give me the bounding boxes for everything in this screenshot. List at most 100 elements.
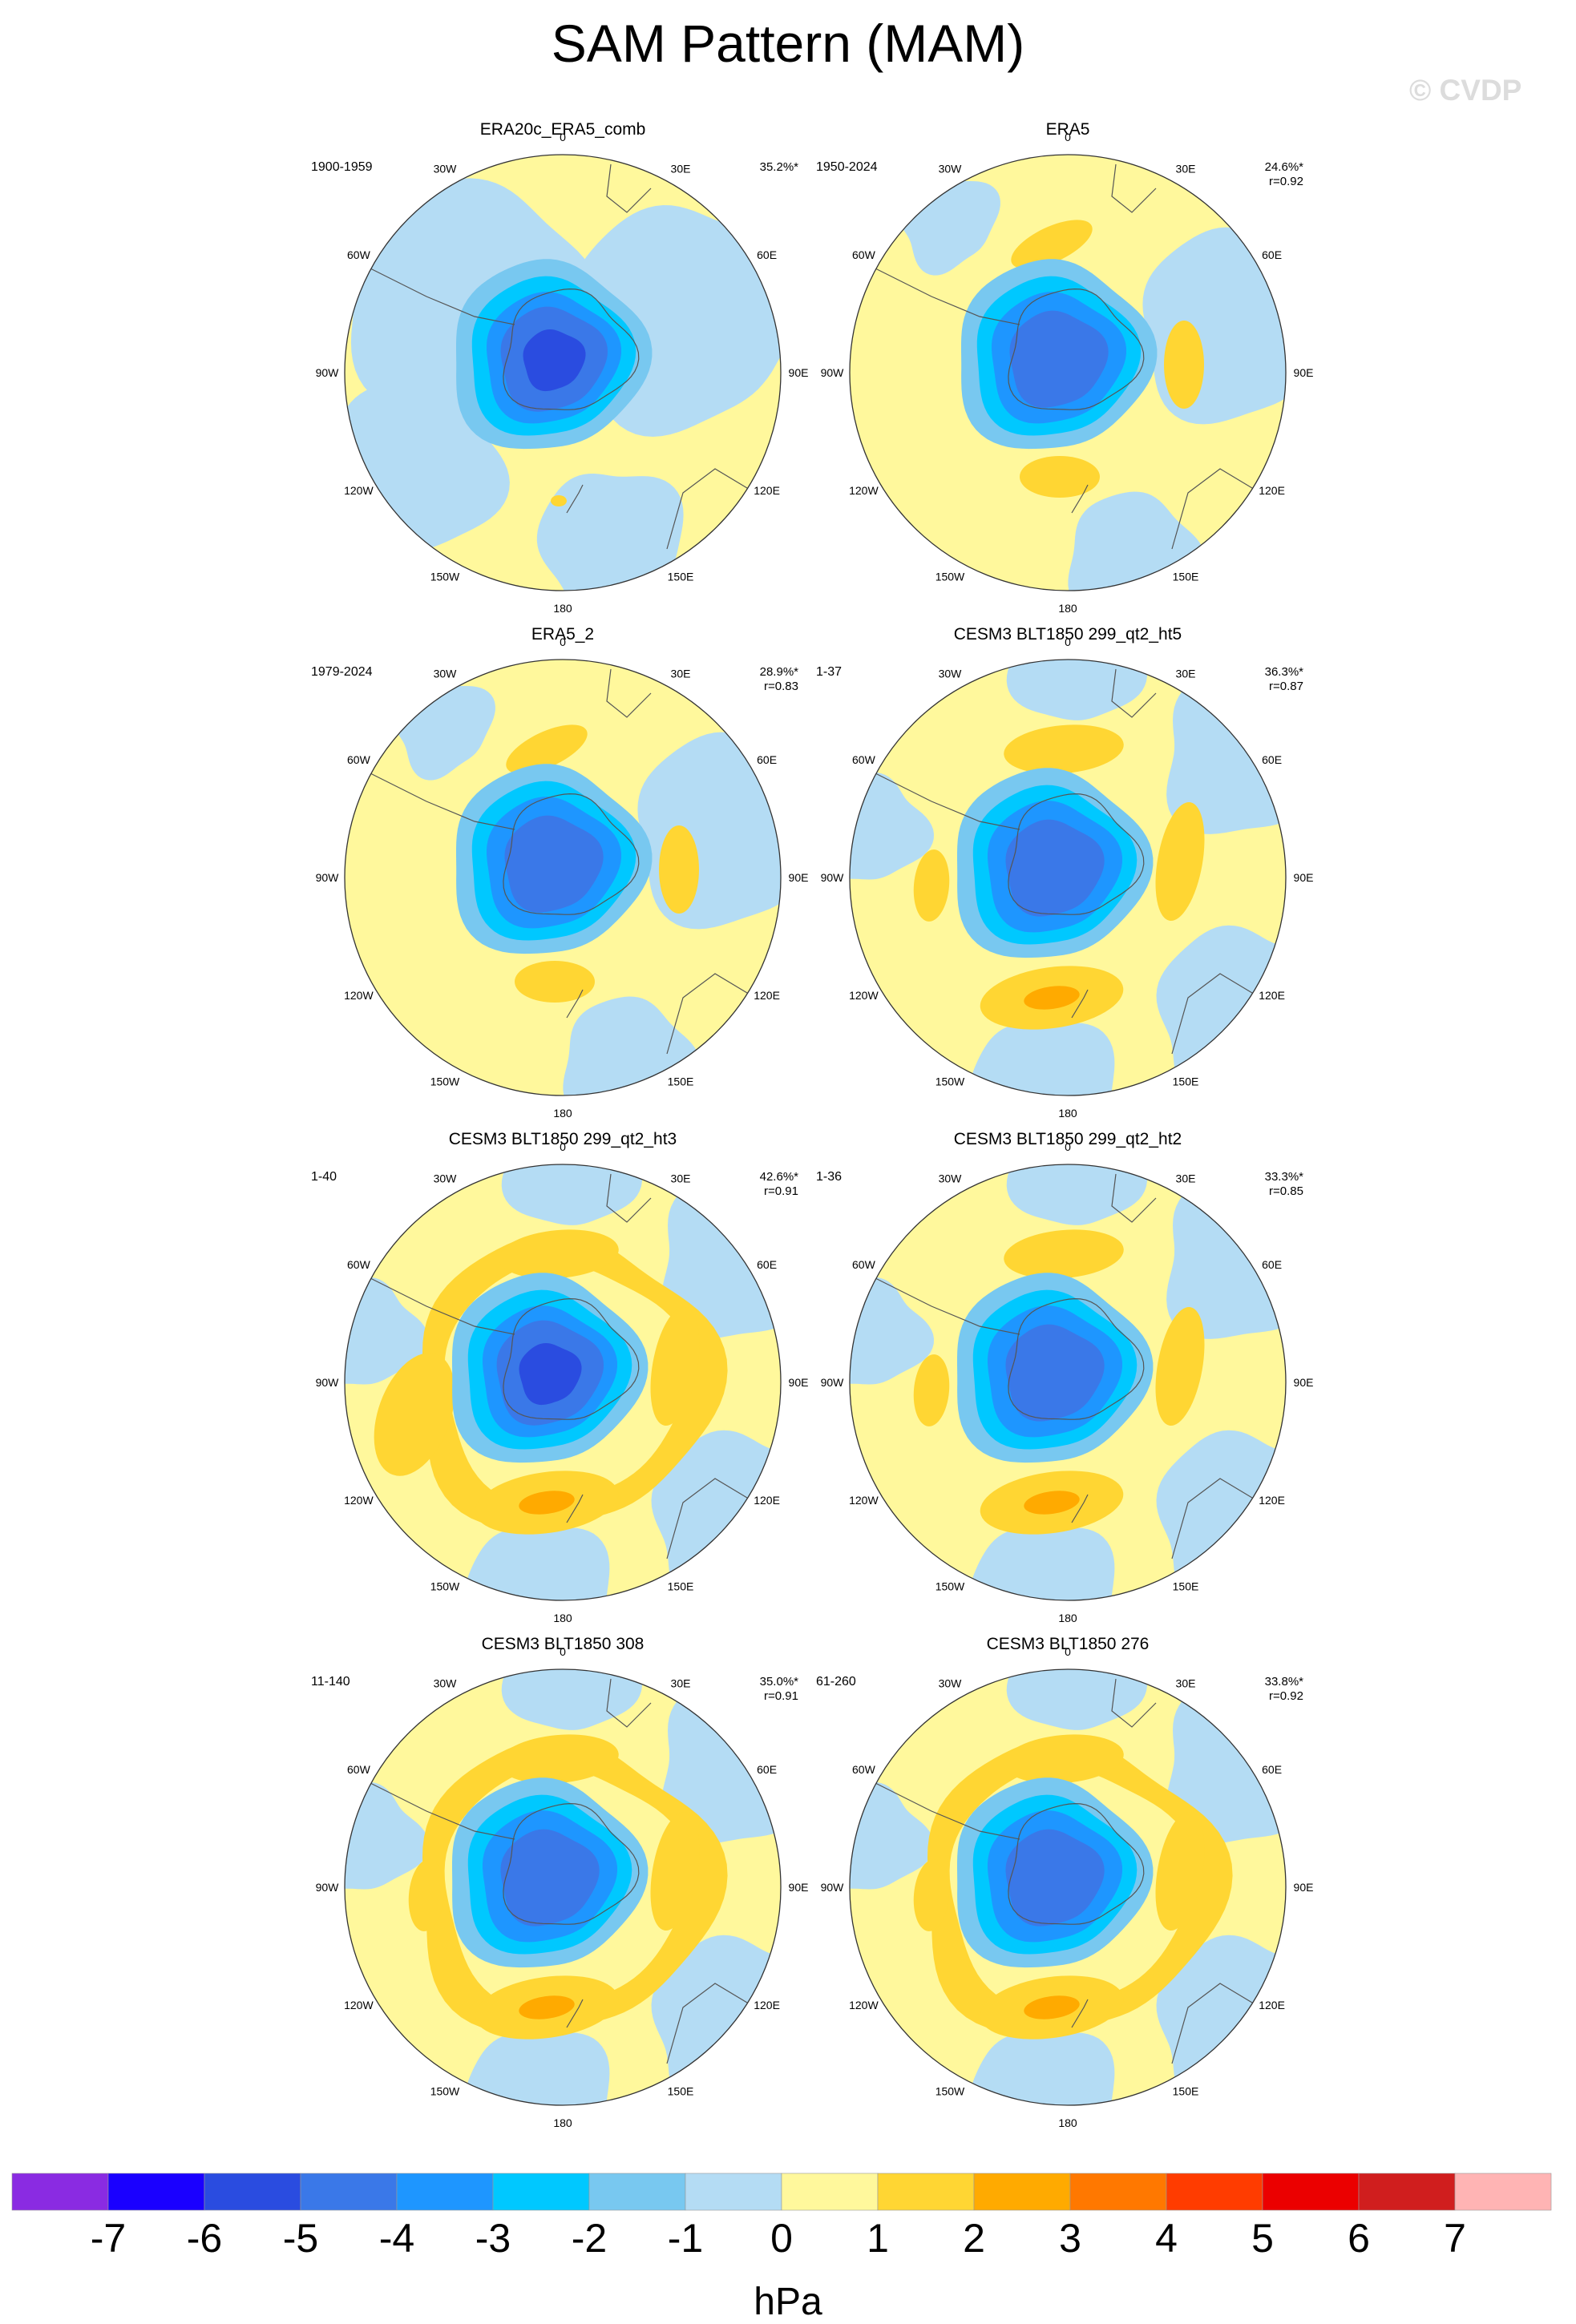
colorbar-swatch — [204, 2173, 301, 2211]
longitude-label: 90E — [1294, 366, 1314, 379]
positive-anomaly-region — [515, 961, 595, 1003]
panel-variance-explained: 33.3%* — [1264, 1170, 1303, 1184]
longitude-label: 30W — [939, 1172, 963, 1184]
longitude-label: 60E — [1262, 1258, 1282, 1271]
longitude-label: 120E — [754, 1999, 780, 2011]
map-border — [849, 659, 1287, 1096]
longitude-label: 30E — [671, 162, 691, 175]
longitude-label: 120E — [1259, 1999, 1285, 2011]
australia-coastline — [666, 973, 756, 1055]
polar-map: 0 30E 60E 90E 120E 150E 180 150W 120W 90W 60W 30W — [316, 635, 809, 1120]
longitude-label: 30W — [434, 667, 458, 680]
positive-anomaly-region — [1004, 724, 1124, 774]
panel-pattern-correlation: r=0.85 — [1269, 1184, 1303, 1198]
longitude-label: 60E — [757, 1258, 777, 1271]
positive-anomaly-region — [551, 495, 567, 506]
polar-negative-anomaly — [519, 1343, 582, 1406]
antarctica-coastline — [1008, 1297, 1145, 1420]
panel-title: CESM3 BLT1850 276 — [986, 1635, 1150, 1653]
colorbar-tick-label: 1 — [867, 2216, 889, 2261]
colorbar-tick-label: -2 — [572, 2216, 607, 2261]
africa-coastline — [606, 1678, 652, 1728]
new-zealand-coastline — [1071, 1494, 1089, 1523]
map-border — [344, 659, 782, 1096]
positive-anomaly-region — [408, 1859, 445, 1931]
longitude-label: 180 — [1058, 2116, 1077, 2129]
negative-anomaly-region — [501, 1669, 642, 1730]
longitude-label: 150W — [935, 571, 965, 583]
longitude-label: 90W — [821, 366, 845, 379]
map-border — [849, 1668, 1287, 2106]
antarctica-coastline — [1008, 288, 1145, 410]
polar-map: 0 30E 60E 90E 120E 150E 180 150W 120W 90W 60W 30W — [316, 1140, 809, 1624]
panel-title: ERA5 — [1045, 120, 1090, 139]
colorbar-tick-label: -6 — [187, 2216, 222, 2261]
panel-period: 1979-2024 — [311, 665, 373, 679]
colorbar-tick-label: -5 — [283, 2216, 318, 2261]
longitude-label: 90E — [789, 1881, 809, 1894]
south-america-coastline — [370, 1277, 515, 1335]
antarctica-coastline — [503, 288, 640, 410]
australia-coastline — [1171, 1478, 1261, 1559]
colorbar-swatch — [107, 2173, 205, 2211]
positive-anomaly-region — [1004, 1229, 1124, 1279]
longitude-label: 90W — [821, 1881, 845, 1894]
longitude-label: 60W — [347, 753, 371, 766]
longitude-label: 120W — [849, 989, 879, 1002]
colorbar-swatch — [877, 2173, 975, 2211]
longitude-label: 120E — [754, 1494, 780, 1507]
longitude-label: 180 — [1058, 1107, 1077, 1120]
longitude-label: 150E — [1173, 571, 1199, 583]
positive-anomaly-region — [659, 825, 699, 914]
australia-coastline — [666, 1983, 756, 2064]
colorbar-swatch — [588, 2173, 686, 2211]
panel-title: CESM3 BLT1850 299_qt2_ht2 — [953, 1130, 1182, 1148]
panel-title: CESM3 BLT1850 299_qt2_ht3 — [448, 1130, 677, 1148]
positive-anomaly-core — [1024, 1491, 1080, 1515]
longitude-label: 30E — [1176, 1172, 1196, 1184]
longitude-label: 150W — [430, 1580, 460, 1593]
longitude-label: 0 — [1065, 131, 1071, 143]
panel-pattern-correlation: r=0.87 — [1269, 680, 1303, 693]
colorbar-tick-label: 0 — [770, 2216, 793, 2261]
colorbar-swatch — [396, 2173, 494, 2211]
longitude-label: 60W — [347, 1258, 371, 1271]
longitude-label: 30W — [939, 162, 963, 175]
negative-anomaly-region — [1006, 660, 1147, 720]
positive-anomaly-region — [1155, 801, 1205, 922]
polar-map: 0 30E 60E 90E 120E 150E 180 150W 120W 90W 60W 30W — [316, 1645, 809, 2129]
australia-coastline — [1171, 973, 1261, 1055]
positive-anomaly-core — [519, 1995, 575, 2019]
positive-anomaly-region — [913, 1859, 950, 1931]
colorbar-swatch — [685, 2173, 782, 2211]
longitude-label: 120E — [1259, 989, 1285, 1002]
longitude-label: 60E — [757, 248, 777, 261]
colorbar-swatch — [973, 2173, 1071, 2211]
longitude-label: 150W — [935, 2085, 965, 2098]
longitude-label: 120W — [849, 1494, 879, 1507]
colorbar-swatch — [1166, 2173, 1263, 2211]
longitude-label: 0 — [560, 1140, 566, 1153]
colorbar-swatch — [1262, 2173, 1360, 2211]
longitude-label: 30W — [939, 667, 963, 680]
antarctica-coastline — [503, 793, 640, 915]
map-panel: 0 30E 60E 90E 120E 150E 180 150W 120W 90W 60W 30W CE… — [795, 1635, 1340, 2132]
positive-anomaly-region — [499, 1734, 619, 1784]
longitude-label: 90W — [821, 871, 845, 884]
negative-anomaly-region — [969, 1527, 1115, 1600]
longitude-label: 60E — [1262, 248, 1282, 261]
panel-period: 61-260 — [816, 1675, 856, 1689]
colorbar-tick-label: 2 — [963, 2216, 985, 2261]
map-panel: 0 30E 60E 90E 120E 150E 180 150W 120W 90W 60W 30W CE… — [290, 1130, 835, 1627]
panel-variance-explained: 28.9%* — [759, 665, 798, 679]
panel-title: ERA20c_ERA5_comb — [479, 120, 646, 139]
map-panel: 0 30E 60E 90E 120E 150E 180 150W 120W 90W 60W 30W ER… — [795, 120, 1340, 617]
longitude-label: 120W — [344, 1494, 374, 1507]
negative-anomaly-region — [969, 2032, 1115, 2105]
longitude-label: 30W — [434, 1676, 458, 1689]
negative-anomaly-region — [1006, 1669, 1147, 1730]
longitude-label: 120W — [344, 1999, 374, 2011]
africa-coastline — [1111, 1678, 1157, 1728]
longitude-label: 180 — [1058, 1612, 1077, 1624]
page-title: SAM Pattern (MAM) — [551, 14, 1025, 73]
